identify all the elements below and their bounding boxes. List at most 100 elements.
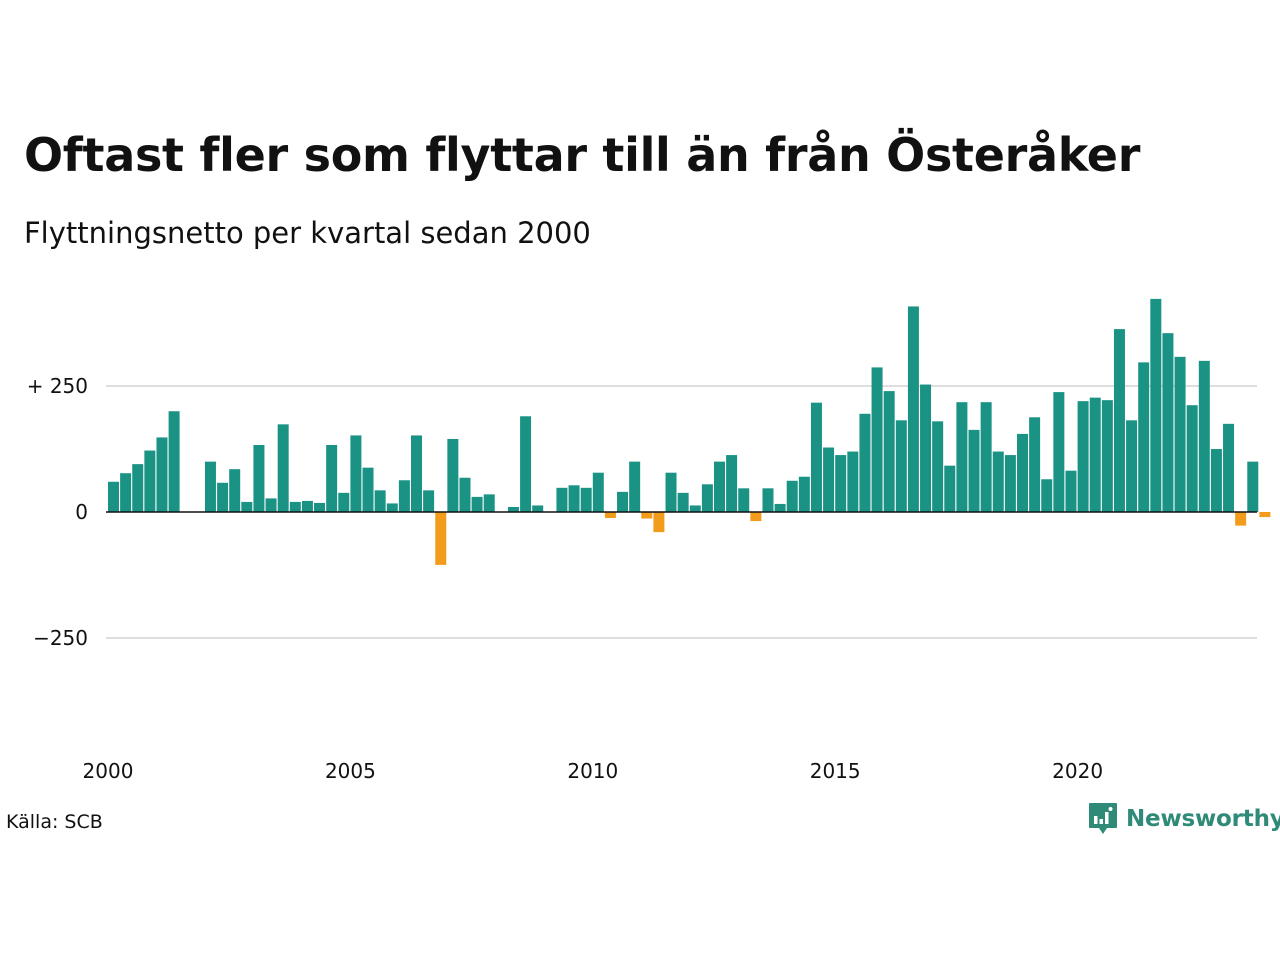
bar: [617, 491, 629, 512]
bar: [132, 464, 144, 512]
bar: [956, 402, 968, 512]
x-tick-label: 2005: [325, 759, 376, 783]
bar: [1223, 423, 1235, 512]
bar: [738, 488, 750, 512]
bar: [992, 451, 1004, 512]
bar: [944, 465, 956, 512]
bar: [980, 402, 992, 512]
bar: [1113, 329, 1125, 512]
bar: [568, 485, 580, 512]
bar: [580, 487, 592, 512]
bar: [810, 402, 822, 512]
bar: [907, 306, 919, 512]
bar: [883, 391, 895, 512]
bar: [847, 451, 859, 512]
bar: [750, 512, 762, 522]
bar: [629, 461, 641, 512]
bar: [1017, 433, 1028, 512]
bar: [932, 421, 944, 512]
bar: [556, 487, 568, 512]
bar: [604, 512, 616, 519]
bar: [120, 473, 132, 512]
brand-name: Newsworthy: [1126, 806, 1280, 832]
bar: [217, 482, 229, 512]
bar: [641, 512, 653, 519]
chart-subtitle: Flyttningsnetto per kvartal sedan 2000: [24, 216, 591, 250]
bar: [1138, 362, 1150, 512]
bar: [241, 501, 253, 512]
bar: [204, 461, 216, 512]
bar: [532, 505, 544, 512]
bar: [1065, 470, 1077, 512]
bar: [108, 481, 119, 512]
bar: [1174, 356, 1186, 512]
bar: [423, 490, 435, 512]
bar: [398, 480, 410, 512]
bar: [665, 472, 677, 512]
bar: [895, 420, 907, 512]
x-tick-label: 2015: [810, 759, 861, 783]
bar: [229, 469, 241, 512]
bar: [144, 450, 156, 512]
bar: [823, 447, 835, 512]
bar: [386, 503, 398, 512]
bar: [1053, 392, 1065, 512]
bar: [1029, 417, 1041, 512]
bar: [459, 477, 471, 512]
bar: [920, 384, 932, 512]
bar: [798, 476, 810, 512]
bar: [592, 472, 604, 512]
bar: [350, 435, 362, 512]
bar: [471, 496, 483, 512]
bar: [277, 424, 289, 512]
bar: [1210, 449, 1222, 512]
bar: [1162, 333, 1174, 512]
bar: [289, 501, 301, 512]
bar: [1186, 405, 1198, 512]
bar: [265, 498, 277, 512]
bar: [835, 455, 847, 512]
bar: [520, 416, 532, 512]
bar: [362, 467, 374, 512]
bar: [1198, 360, 1210, 512]
x-tick-label: 2020: [1052, 759, 1103, 783]
bar: [871, 367, 883, 512]
bar: [411, 435, 422, 512]
bar: [701, 484, 713, 512]
bar: [968, 429, 980, 512]
bar: [653, 512, 665, 533]
bar: [314, 502, 326, 512]
x-tick-label: 2000: [83, 759, 134, 783]
bar: [1101, 400, 1113, 512]
bar: [1004, 455, 1016, 512]
bar: [689, 505, 701, 512]
bar: [168, 411, 180, 512]
y-tick-label: 0: [75, 500, 88, 524]
bar: [507, 506, 519, 512]
chart-title: Oftast fler som flyttar till än från Öst…: [24, 128, 1141, 182]
brand-logo[interactable]: Newsworthy: [1088, 802, 1280, 836]
bar: [762, 488, 774, 512]
bar: [714, 461, 725, 512]
bar: [483, 494, 495, 512]
bar: [1150, 298, 1162, 512]
bar: [1041, 479, 1053, 512]
bar: [1077, 401, 1089, 512]
bar: [774, 503, 786, 512]
bar: [1259, 512, 1271, 518]
bar: [677, 492, 689, 512]
bar: [1089, 397, 1101, 512]
y-tick-label: −250: [33, 626, 88, 650]
bar: [156, 437, 168, 512]
bar: [726, 455, 738, 512]
bar: [326, 444, 338, 512]
bar: [1126, 420, 1138, 512]
y-tick-label: + 250: [27, 374, 88, 398]
source-label: Källa: SCB: [6, 811, 103, 833]
bar: [786, 480, 798, 512]
bar: [859, 413, 871, 512]
bar: [374, 490, 386, 512]
bar: [301, 500, 313, 512]
bar: [435, 512, 447, 565]
